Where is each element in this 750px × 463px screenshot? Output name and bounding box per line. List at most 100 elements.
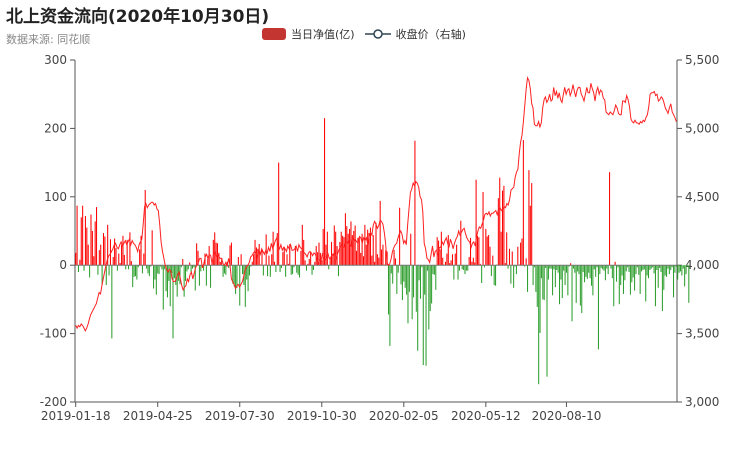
bar — [328, 265, 330, 270]
bar — [273, 261, 276, 266]
bar — [646, 265, 648, 276]
bar — [609, 172, 611, 266]
bar — [659, 265, 661, 268]
bar — [460, 220, 462, 266]
bar — [182, 259, 184, 266]
bar — [89, 265, 91, 278]
bar — [410, 233, 412, 266]
bar — [592, 265, 594, 296]
bar — [426, 265, 428, 271]
bar — [147, 265, 149, 274]
bar — [357, 237, 359, 266]
bar — [332, 253, 334, 266]
bar — [379, 200, 381, 266]
bar — [372, 235, 374, 266]
bar — [654, 265, 656, 307]
bar — [159, 265, 162, 267]
left-tick-label: 0 — [59, 258, 67, 272]
bar — [282, 252, 284, 266]
bar — [471, 261, 473, 266]
bar — [450, 260, 452, 266]
bar — [248, 265, 250, 276]
bar — [191, 265, 193, 269]
bar — [556, 265, 558, 270]
bar — [239, 265, 241, 306]
bar — [365, 244, 367, 266]
bar — [585, 265, 587, 277]
bar — [634, 265, 636, 291]
chart-legend[interactable]: 当日净值(亿) 收盘价（右轴) — [262, 26, 476, 42]
bar — [151, 230, 153, 266]
x-tick-label: 2019-10-30 — [287, 409, 357, 423]
bar — [522, 140, 524, 266]
bar — [650, 265, 652, 269]
bar — [563, 265, 565, 271]
bar — [319, 252, 321, 266]
bar — [164, 265, 166, 270]
bar — [524, 265, 526, 267]
bar — [198, 265, 200, 286]
bar — [578, 265, 580, 275]
bar — [589, 265, 591, 279]
bar — [180, 265, 182, 268]
legend-label-net-flow: 当日净值(亿) — [291, 28, 355, 41]
bar — [419, 265, 422, 299]
legend-item-close-price[interactable]: 收盘价（右轴) — [364, 26, 466, 42]
bar — [616, 265, 618, 282]
bar — [353, 231, 355, 266]
x-tick-label: 2019-07-30 — [205, 409, 275, 423]
bar — [653, 265, 655, 274]
bar — [550, 265, 552, 269]
bar — [403, 265, 405, 282]
bar — [212, 239, 214, 266]
bar — [86, 227, 88, 266]
legend-item-net-flow[interactable]: 当日净值(亿) — [262, 26, 355, 42]
bar — [200, 265, 202, 272]
bar — [283, 246, 285, 266]
bar — [533, 265, 536, 268]
bar — [219, 261, 221, 266]
bar — [261, 250, 263, 266]
bar — [311, 265, 313, 275]
bar — [628, 265, 630, 273]
bar — [254, 239, 256, 266]
bar — [525, 258, 527, 266]
bar — [542, 265, 544, 300]
bar — [340, 231, 342, 266]
bar — [528, 170, 530, 266]
bar — [387, 265, 390, 315]
bar — [449, 263, 451, 266]
bar — [385, 250, 387, 266]
bar — [326, 231, 328, 266]
bar — [635, 265, 637, 275]
bar — [371, 255, 373, 266]
bar — [187, 265, 189, 270]
bar — [476, 235, 479, 266]
bar — [397, 265, 399, 273]
bar — [150, 265, 152, 267]
bar — [297, 265, 299, 275]
bar — [606, 265, 608, 269]
bar — [325, 244, 327, 266]
bar — [275, 265, 277, 273]
bar — [415, 265, 417, 312]
bar — [79, 259, 81, 266]
bar — [597, 265, 599, 350]
bar — [119, 263, 121, 266]
bar — [483, 265, 485, 268]
bar — [242, 265, 244, 275]
right-tick-label: 5,000 — [685, 121, 719, 135]
bar — [404, 265, 406, 288]
bar — [639, 265, 641, 294]
bar — [571, 265, 573, 322]
bar — [520, 242, 522, 266]
bar — [232, 265, 234, 284]
bar — [258, 244, 260, 266]
bar — [91, 231, 93, 266]
bar — [207, 259, 209, 266]
bar — [203, 265, 205, 271]
bar — [146, 265, 148, 269]
bar — [225, 265, 227, 275]
bar — [111, 265, 113, 339]
bar — [568, 265, 570, 267]
